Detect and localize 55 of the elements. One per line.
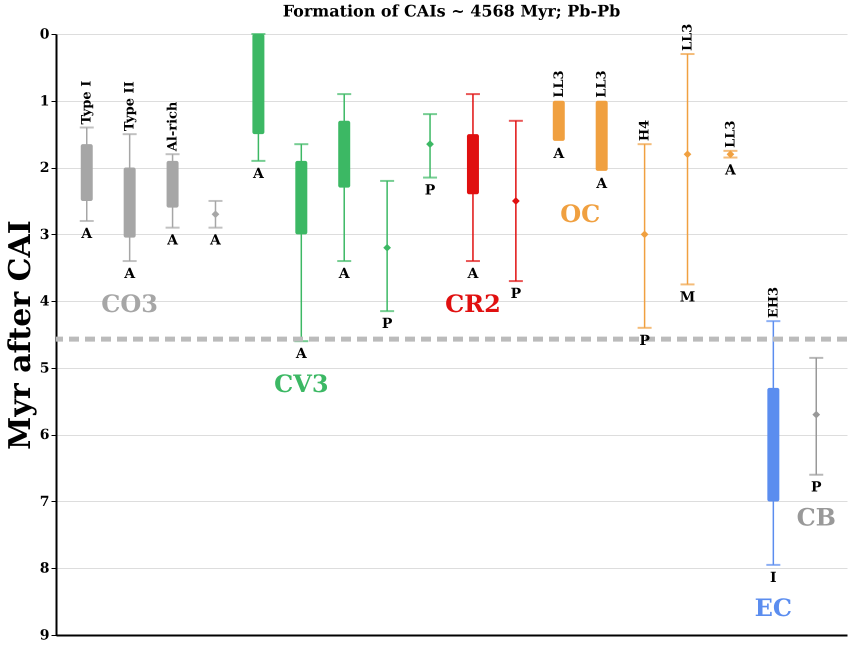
annotation: A xyxy=(123,266,136,282)
annotation: A xyxy=(724,162,737,179)
y-tick-label: 5 xyxy=(40,360,50,376)
y-tick-label: 7 xyxy=(40,494,50,510)
series-label: OC xyxy=(560,198,600,228)
y-tick-label: 1 xyxy=(40,93,50,110)
point xyxy=(726,150,734,158)
x-tick-label: LL3 xyxy=(594,70,610,98)
x-tick-label: LL3 xyxy=(552,70,567,98)
annotation: I xyxy=(770,570,777,586)
x-tick-label: Type II xyxy=(122,81,138,132)
chart-title: Formation of CAIs ~ 4568 Myr; Pb-Pb xyxy=(282,2,620,21)
annotation: P xyxy=(424,182,436,199)
text: CV3 xyxy=(274,369,329,398)
point xyxy=(426,140,434,148)
point xyxy=(640,230,648,238)
annotation: M xyxy=(680,289,696,306)
x-tick-label: Type I xyxy=(80,80,95,124)
annotation: P xyxy=(810,480,822,496)
annotation: A xyxy=(209,232,222,249)
text: EC xyxy=(754,592,792,622)
y-tick-label: 8 xyxy=(40,560,50,577)
text: CR2 xyxy=(445,289,501,318)
y-tick-label: 9 xyxy=(40,628,50,644)
y-axis-title: Myr after CAI xyxy=(2,220,38,450)
annotation: P xyxy=(639,332,650,349)
annotation: A xyxy=(595,176,608,192)
x-tick-label: EH3 xyxy=(766,286,782,318)
annotation: A xyxy=(466,266,480,282)
y-tick-label: 6 xyxy=(40,427,50,444)
point xyxy=(684,150,692,158)
annotation: P xyxy=(510,286,522,302)
annotation: A xyxy=(294,346,308,362)
text: CO3 xyxy=(101,289,158,318)
annotation: A xyxy=(166,232,180,249)
x-tick-label: LL3 xyxy=(723,120,738,148)
x-tick-label: H4 xyxy=(638,120,653,142)
x-tick-label: Al-rich xyxy=(166,101,181,152)
bar xyxy=(596,100,608,171)
point xyxy=(383,244,392,252)
text: CB xyxy=(796,502,836,532)
y-tick-label: 0 xyxy=(40,26,50,42)
annotation: A xyxy=(252,166,265,182)
annotation: P xyxy=(382,316,393,332)
annotation: A xyxy=(552,146,566,162)
annotation: A xyxy=(338,266,351,282)
x-tick-label: LL3 xyxy=(680,24,696,52)
point xyxy=(212,210,220,218)
annotation: A xyxy=(80,226,94,242)
y-tick-label: 4 xyxy=(40,294,50,310)
bar xyxy=(552,100,565,141)
point xyxy=(512,197,520,205)
y-tick-label: 3 xyxy=(40,226,50,243)
point xyxy=(812,410,820,419)
y-tick-label: 2 xyxy=(40,160,50,176)
